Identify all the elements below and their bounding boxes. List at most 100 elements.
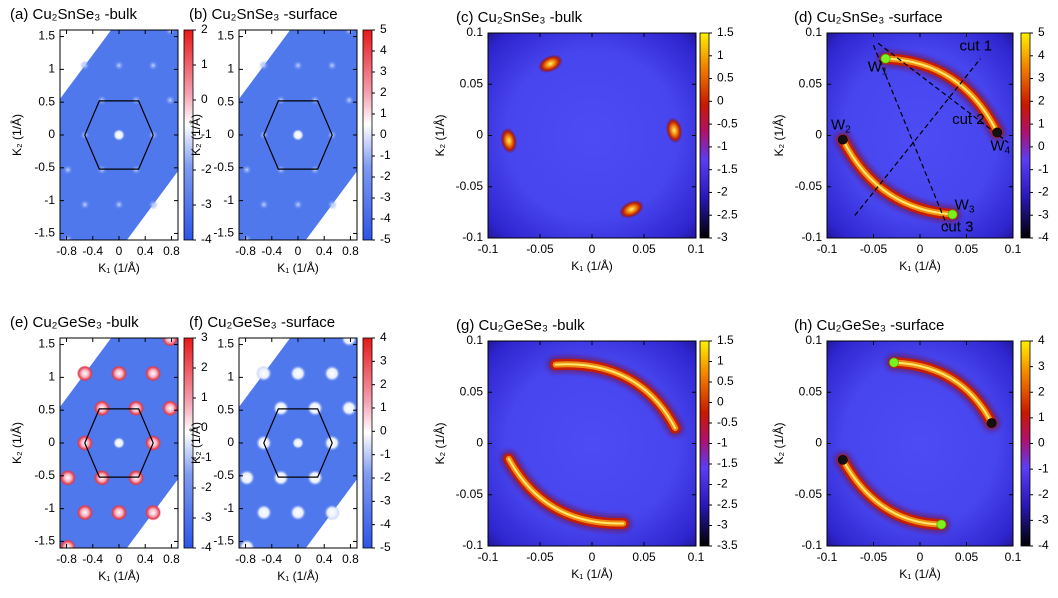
- x-tick-label: 0.1: [1005, 550, 1022, 564]
- panel-c: (c) Cu₂SnSe₃ -bulk -0.1 -0.05 0 0.05 0.1 0.1 0.…: [432, 9, 738, 273]
- panel-g: (g) Cu₂GeSe₃ -bulk -0.1 -0.05 0 0.05 0.1 0.1 0.…: [432, 317, 738, 581]
- colorbar-tick-label: -2: [717, 185, 728, 199]
- pocket-feature: [76, 365, 93, 382]
- colorbar-tick-label: -5: [380, 232, 391, 246]
- colorbar-tick-label: -4: [201, 540, 212, 554]
- plot-area: [488, 341, 696, 546]
- colorbar-tick-label: -1.5: [717, 162, 738, 176]
- brillouin-zone-hexagon: [263, 408, 333, 478]
- weyl-point: [992, 127, 1003, 138]
- gamma-feature: [113, 437, 125, 449]
- weyl-label-sub: 2: [845, 124, 851, 135]
- pocket-feature: [239, 469, 255, 486]
- x-axis-label: K₁ (1/Å): [899, 566, 940, 581]
- y-tick-label: 0.1: [805, 333, 822, 347]
- pocket-feature: [344, 95, 355, 106]
- x-tick-label: 0.05: [632, 242, 656, 256]
- panel-e: (e) Cu₂GeSe₃ -bulk -0.8 -0.4 0 0.4 0.8 1.5 1 0.5…: [9, 314, 212, 583]
- y-axis-label: K₂ (1/Å): [9, 422, 24, 464]
- colorbar-tick-label: 4: [1038, 48, 1045, 62]
- colorbar-tick-label: 1: [1038, 410, 1045, 424]
- y-tick-label: 1.5: [38, 29, 55, 43]
- panel-title: (b) Cu₂SnSe₃ -surface: [189, 6, 338, 23]
- pocket-feature: [324, 365, 341, 382]
- colorbar-tick-label: 4: [380, 330, 387, 344]
- y-tick-label: 1.5: [38, 337, 55, 351]
- x-tick-label: -0.8: [235, 552, 256, 566]
- weyl-label-sub: 1: [882, 66, 888, 77]
- pocket-feature: [114, 60, 124, 71]
- y-tick-label: -0.05: [795, 487, 823, 501]
- pocket-feature: [79, 60, 90, 71]
- cut-line: [877, 42, 1009, 144]
- y-tick-label: 0.1: [805, 25, 822, 39]
- y-axis-label: K₂ (1/Å): [771, 114, 786, 156]
- x-axis-label: K₁ (1/Å): [98, 568, 139, 583]
- x-tick-label: -0.1: [817, 242, 838, 256]
- colorbar-tick-label: 0.5: [717, 374, 734, 388]
- weyl-label: W1: [868, 59, 888, 78]
- fermi-pocket: [619, 200, 644, 219]
- colorbar-tick-label: -3: [380, 190, 391, 204]
- colorbar-tick-label: 1: [201, 390, 208, 404]
- plot-area: [827, 33, 1013, 238]
- x-tick-label: -0.4: [82, 552, 103, 566]
- pocket-feature: [255, 365, 272, 382]
- pocket-feature: [148, 199, 159, 210]
- x-axis-label: K₁ (1/Å): [98, 260, 139, 275]
- cut-label: cut 2: [952, 111, 985, 128]
- y-tick-label: -1: [44, 193, 55, 207]
- heatmap-background: [488, 33, 696, 238]
- pocket-feature: [131, 164, 142, 175]
- y-tick-label: -1.5: [213, 534, 234, 548]
- colorbar-tick-label: -1: [201, 450, 212, 464]
- x-tick-label: 0.4: [137, 552, 154, 566]
- pocket-feature: [272, 469, 289, 486]
- pocket-feature: [111, 504, 127, 521]
- pocket-feature: [310, 95, 321, 106]
- pocket-feature: [165, 30, 176, 36]
- colorbar-tick-label: -3: [201, 197, 212, 211]
- x-tick-label: 0.8: [163, 552, 180, 566]
- plot-area: [239, 30, 357, 240]
- x-axis-label: K₁ (1/Å): [899, 258, 940, 273]
- pocket-feature: [307, 469, 324, 486]
- colorbar-tick-label: -1: [717, 436, 728, 450]
- x-tick-label: 0.1: [688, 242, 705, 256]
- y-tick-label: 0.1: [466, 333, 483, 347]
- x-tick-label: 0.8: [342, 552, 359, 566]
- colorbar-tick-label: 2: [1038, 384, 1045, 398]
- x-tick-label: 0.1: [688, 550, 705, 564]
- colorbar-tick-label: 0: [380, 424, 387, 438]
- y-tick-label: 0: [48, 435, 55, 449]
- weyl-label-main: W: [831, 117, 846, 134]
- colorbar-tick-label: -1: [380, 447, 391, 461]
- pocket-feature: [310, 164, 321, 175]
- colorbar-tick-label: 1: [717, 354, 724, 368]
- colorbar-tick-label: -2: [380, 169, 391, 183]
- surface-arc-peak: [841, 138, 954, 216]
- x-tick-label: -0.05: [860, 550, 888, 564]
- pocket-feature: [307, 400, 324, 417]
- colorbar-tick-label: 3: [380, 64, 387, 78]
- pocket-feature: [62, 234, 73, 240]
- weyl-label: W2: [831, 117, 851, 136]
- cut-label: cut 1: [960, 37, 993, 54]
- colorbar-tick-label: 2: [201, 360, 208, 374]
- y-tick-label: -0.1: [801, 538, 822, 552]
- colorbar-tick-label: -1: [717, 139, 728, 153]
- x-tick-label: 0: [589, 242, 596, 256]
- x-tick-label: 0.8: [342, 244, 359, 258]
- colorbar-tick-label: 4: [380, 43, 387, 57]
- y-tick-label: 1: [227, 62, 234, 76]
- x-axis-label: K₁ (1/Å): [277, 260, 318, 275]
- x-tick-label: -0.8: [56, 552, 77, 566]
- y-tick-label: -0.5: [34, 160, 55, 174]
- plot-area: [827, 341, 1013, 546]
- weyl-label: W3: [955, 196, 975, 215]
- colorbar-tick-label: -2: [201, 162, 212, 176]
- pocket-feature: [293, 60, 303, 71]
- pocket-feature: [114, 199, 124, 210]
- colorbar-tick-label: -3: [201, 510, 212, 524]
